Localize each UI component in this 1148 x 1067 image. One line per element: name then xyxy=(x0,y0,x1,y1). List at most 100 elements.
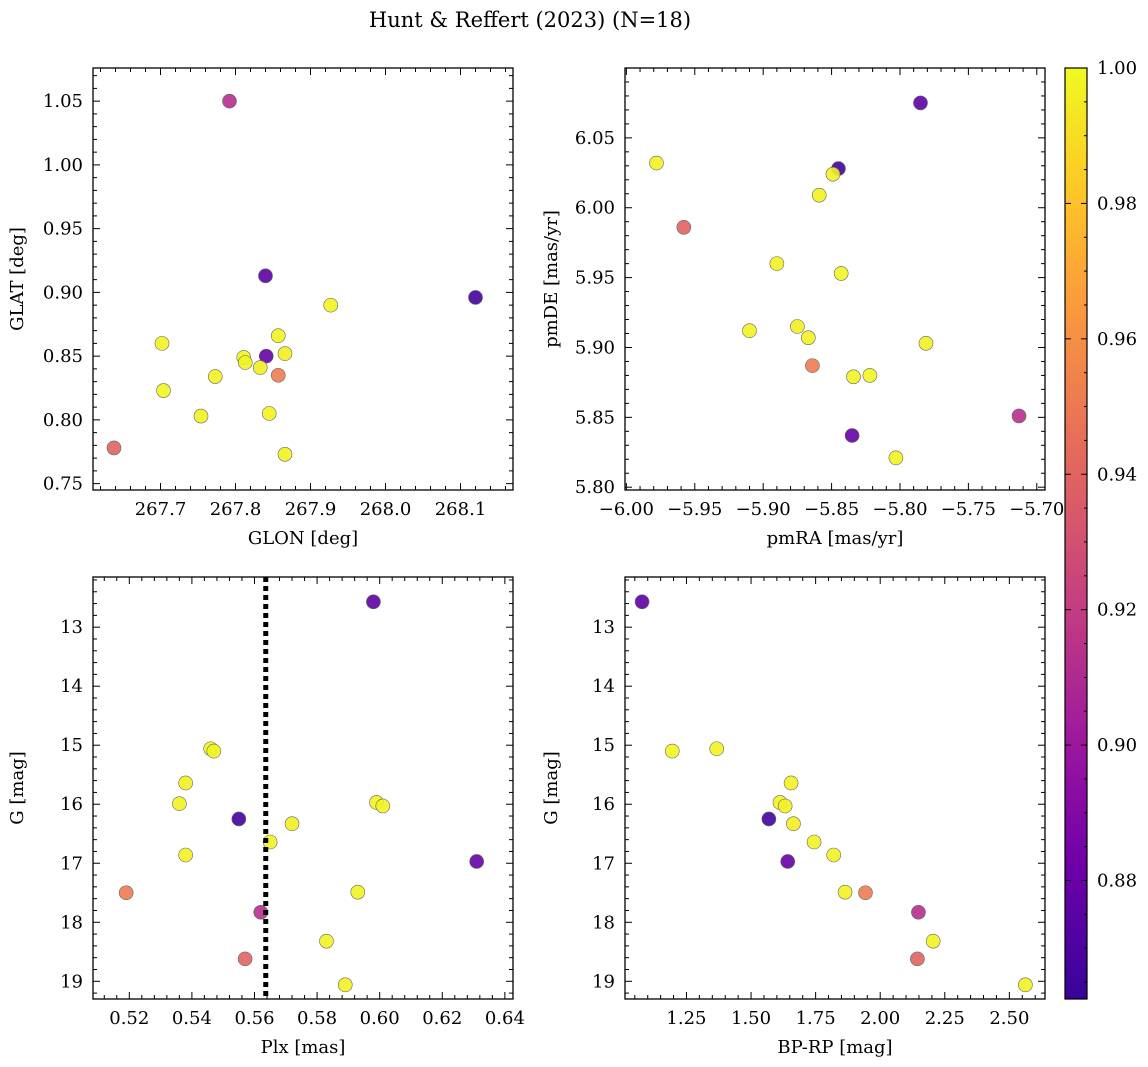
points xyxy=(634,594,1033,993)
data-point xyxy=(222,93,237,109)
x-tick-label: 1.25 xyxy=(666,1008,706,1029)
x-tick-label: 268.0 xyxy=(360,499,412,520)
y-tick-label: 14 xyxy=(60,676,83,697)
panels: 267.7 267.8 267.9 268.0 268.1 0.75 0.80 0.85 0.9… xyxy=(7,67,1064,1058)
data-point xyxy=(761,811,777,827)
data-point xyxy=(634,594,650,610)
data-point xyxy=(237,355,253,370)
data-point xyxy=(837,884,853,900)
data-point xyxy=(118,885,134,901)
y-tick-label: 1.05 xyxy=(43,91,83,112)
colorbar-tick-label: 0.90 xyxy=(1097,735,1137,756)
data-point xyxy=(172,796,187,811)
data-point xyxy=(154,336,170,351)
colorbar-tick-label: 0.96 xyxy=(1097,329,1137,350)
y-tick-label: 16 xyxy=(592,794,615,815)
y-tick-label: 16 xyxy=(60,794,83,815)
points xyxy=(118,594,484,993)
colorbar-tick-label: 0.98 xyxy=(1097,193,1137,214)
y-tick-label: 13 xyxy=(60,617,83,638)
figure-title: Hunt & Reffert (2023) (N=18) xyxy=(369,8,691,32)
data-point xyxy=(833,266,849,281)
data-point xyxy=(786,816,801,832)
data-point xyxy=(193,408,209,424)
x-tick-label: 2.00 xyxy=(860,1008,900,1029)
colorbar-tick-label: 1.00 xyxy=(1097,58,1137,79)
data-point xyxy=(206,743,222,759)
y-tick-label: 0.80 xyxy=(43,410,83,431)
y-tick-label: 0.90 xyxy=(43,282,83,303)
data-point xyxy=(261,406,277,421)
axes-frame xyxy=(92,576,514,1000)
data-point xyxy=(783,775,799,791)
data-point xyxy=(270,367,286,383)
y-axis-label: G [mag] xyxy=(541,751,562,824)
data-point xyxy=(277,447,293,462)
data-point xyxy=(676,219,692,235)
data-point xyxy=(178,847,193,863)
data-point xyxy=(284,816,300,832)
data-point xyxy=(649,155,664,171)
data-point xyxy=(910,951,925,967)
y-tick-label: 1.00 xyxy=(43,155,83,176)
data-point xyxy=(252,360,268,375)
data-point xyxy=(826,847,842,863)
data-point xyxy=(664,743,680,759)
x-tick-label: 0.58 xyxy=(297,1008,337,1029)
axes-frame xyxy=(624,576,1046,1000)
ticks: −6.00 −5.95 −5.90 −5.85 −5.80 −5.75 −5.70 5.80 5… xyxy=(575,67,1064,520)
colorbar: 0.88 0.90 0.92 0.94 0.96 0.98 1.00 xyxy=(1064,58,1137,1000)
data-point xyxy=(375,798,391,814)
data-point xyxy=(178,775,193,791)
data-point xyxy=(469,854,484,869)
y-tick-label: 5.95 xyxy=(575,268,615,289)
x-tick-label: 268.1 xyxy=(435,499,487,520)
data-point xyxy=(270,328,286,344)
data-point xyxy=(742,323,757,339)
panel-pmra-pmde: −6.00 −5.95 −5.90 −5.85 −5.80 −5.75 −5.70 5.80 5… xyxy=(541,67,1064,549)
data-point xyxy=(811,187,827,203)
data-point xyxy=(769,256,785,271)
data-point xyxy=(319,933,334,949)
y-axis-label: G [mag] xyxy=(7,751,28,824)
axes-frame xyxy=(92,67,514,491)
data-point xyxy=(337,977,353,993)
y-tick-label: 17 xyxy=(592,853,615,874)
y-tick-label: 14 xyxy=(592,676,615,697)
x-tick-label: 0.64 xyxy=(485,1008,525,1029)
data-point xyxy=(844,428,860,443)
x-tick-label: 2.50 xyxy=(989,1008,1029,1029)
data-point xyxy=(805,358,820,373)
data-point xyxy=(709,741,724,757)
x-tick-label: −5.85 xyxy=(804,499,859,520)
x-tick-label: 267.8 xyxy=(210,499,262,520)
data-point xyxy=(888,450,904,466)
y-tick-label: 5.85 xyxy=(575,407,615,428)
panel-plx-g: 0.52 0.54 0.56 0.58 0.60 0.62 0.64 13 14 15 16 17 18… xyxy=(7,576,525,1058)
y-tick-label: 6.00 xyxy=(575,198,615,219)
x-tick-label: 267.9 xyxy=(285,499,337,520)
colorbar-tick-label: 0.88 xyxy=(1097,871,1137,892)
x-axis-label: BP-RP [mag] xyxy=(777,1037,892,1058)
colorbar-tick-label: 0.92 xyxy=(1097,600,1137,621)
data-point xyxy=(156,383,171,398)
data-point xyxy=(911,904,926,920)
x-axis-label: GLON [deg] xyxy=(248,528,358,549)
colorbar-tick-label: 0.94 xyxy=(1097,464,1137,485)
x-tick-label: 1.50 xyxy=(731,1008,771,1029)
points xyxy=(106,93,483,462)
y-tick-label: 15 xyxy=(592,735,615,756)
y-tick-label: 15 xyxy=(60,735,83,756)
x-tick-label: −6.00 xyxy=(599,499,654,520)
data-point xyxy=(366,594,381,610)
data-point xyxy=(323,297,339,313)
points xyxy=(649,95,1027,466)
data-point xyxy=(277,346,293,361)
y-tick-label: 18 xyxy=(592,912,615,933)
data-point xyxy=(790,319,805,334)
y-tick-label: 13 xyxy=(592,617,615,638)
data-point xyxy=(1011,408,1027,424)
x-tick-label: −5.75 xyxy=(941,499,996,520)
y-tick-label: 0.75 xyxy=(43,474,83,495)
